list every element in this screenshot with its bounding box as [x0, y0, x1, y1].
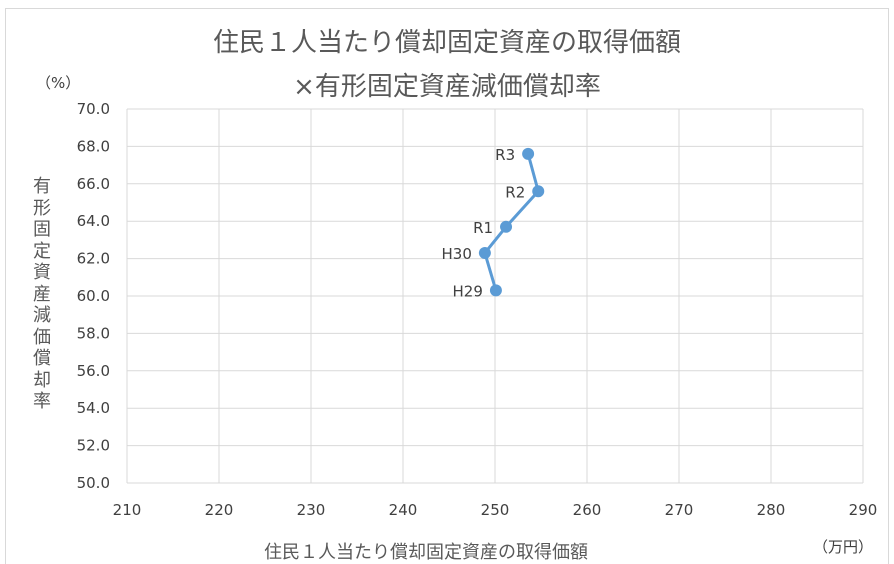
y-tick-label: 60.0: [77, 287, 110, 305]
y-axis-label: 有形固定資産減価償却率: [33, 176, 51, 412]
y-axis-unit: （%）: [36, 74, 81, 92]
data-point-label: H30: [442, 245, 472, 263]
x-tick-label: 230: [297, 501, 326, 519]
data-point: [532, 185, 545, 198]
y-tick-label: 50.0: [77, 474, 110, 492]
x-tick-label: 250: [481, 501, 510, 519]
data-point-label: R2: [505, 183, 525, 201]
y-tick-label: 58.0: [77, 324, 110, 342]
y-tick-label: 66.0: [77, 175, 110, 193]
y-tick-label: 52.0: [77, 437, 110, 455]
x-tick-label: 240: [389, 501, 418, 519]
x-tick-label: 210: [113, 501, 142, 519]
x-axis-unit: （万円）: [813, 538, 874, 556]
data-point: [500, 220, 513, 233]
data-point: [522, 147, 535, 160]
y-tick-label: 70.0: [77, 100, 110, 118]
x-tick-label: 290: [849, 501, 878, 519]
chart-title-line-1: 住民１人当たり償却固定資産の取得価額: [212, 28, 681, 58]
y-tick-label: 68.0: [77, 137, 110, 155]
x-axis-label: 住民１人当たり償却固定資産の取得価額: [264, 542, 588, 563]
y-tick-label: 56.0: [77, 362, 110, 380]
chart-frame: [5, 8, 889, 564]
x-tick-label: 270: [665, 501, 694, 519]
chart-title-line-2: ×有形固定資産減価償却率: [293, 72, 601, 102]
y-tick-label: 62.0: [77, 250, 110, 268]
data-point-label: H29: [453, 282, 483, 300]
x-tick-label: 280: [757, 501, 786, 519]
y-tick-label: 64.0: [77, 212, 110, 230]
x-tick-label: 260: [573, 501, 602, 519]
data-point-label: R1: [473, 219, 493, 237]
y-tick-label: 54.0: [77, 399, 110, 417]
data-point: [489, 284, 502, 297]
data-point: [478, 246, 491, 259]
x-tick-label: 220: [205, 501, 234, 519]
data-point-label: R3: [495, 146, 515, 164]
